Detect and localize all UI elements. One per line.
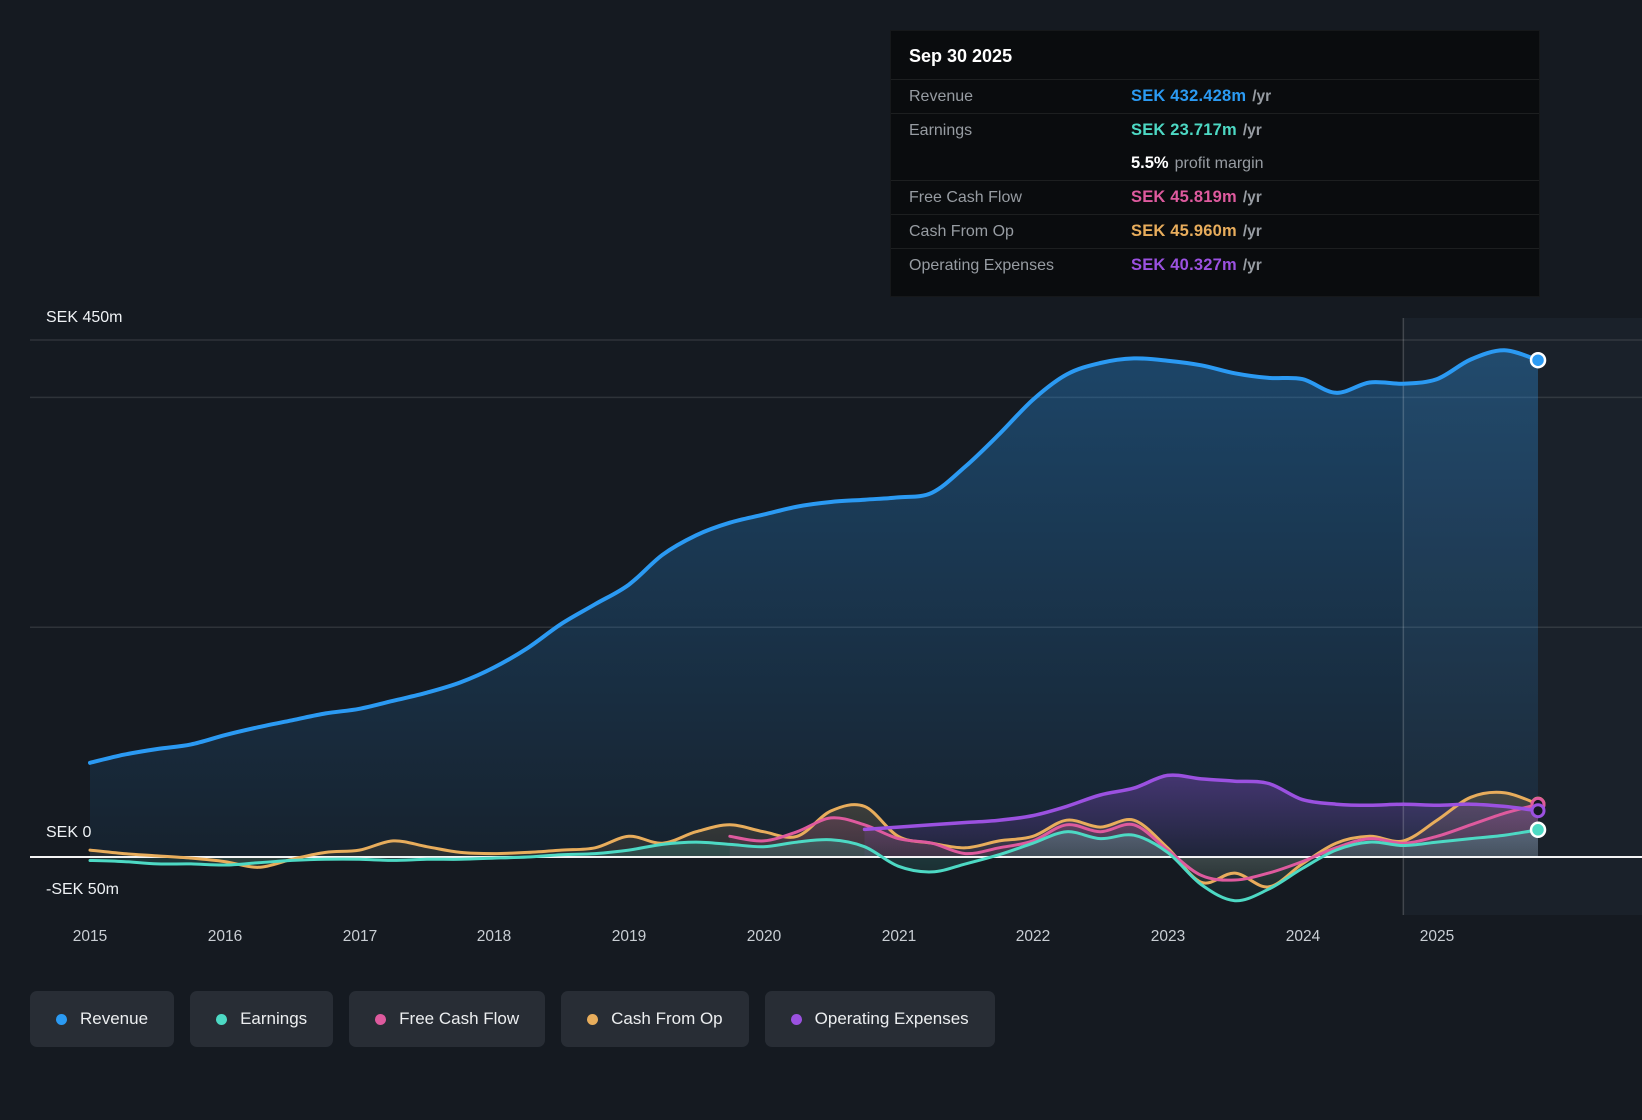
tooltip-row-operating-expenses: Operating Expenses SEK 40.327m /yr — [891, 248, 1539, 282]
profit-margin-value: 5.5% — [1131, 154, 1169, 172]
chart-tooltip: Sep 30 2025 Revenue SEK 432.428m /yr Ear… — [890, 30, 1540, 297]
x-axis-tick-2024: 2024 — [1285, 928, 1321, 945]
tooltip-row-earnings: Earnings SEK 23.717m /yr — [891, 113, 1539, 147]
legend-label-operating-expenses: Operating Expenses — [814, 1009, 969, 1028]
x-axis-tick-2025: 2025 — [1419, 928, 1455, 945]
profit-margin-text: profit margin — [1174, 154, 1264, 172]
legend-label-free-cash-flow: Free Cash Flow — [399, 1009, 520, 1028]
tooltip-value-revenue: SEK 432.428m — [1131, 87, 1247, 105]
tooltip-label-revenue: Revenue — [909, 87, 974, 105]
revenue-dot-icon — [56, 1013, 67, 1025]
tooltip-value-cash-from-op: SEK 45.960m — [1131, 222, 1237, 240]
legend-label-earnings: Earnings — [240, 1009, 308, 1028]
legend-item-operating-expenses[interactable]: Operating Expenses — [764, 991, 995, 1047]
x-axis-tick-2018: 2018 — [476, 928, 512, 945]
free-cash-flow-dot-icon — [375, 1013, 387, 1025]
tooltip-label-free-cash-flow: Free Cash Flow — [909, 188, 1022, 206]
tooltip-label-cash-from-op: Cash From Op — [909, 222, 1014, 240]
tooltip-date: Sep 30 2025 — [909, 46, 1013, 66]
cash-from-op-dot-icon — [587, 1013, 599, 1025]
tooltip-value-earnings: SEK 23.717m — [1131, 121, 1237, 139]
legend-item-earnings[interactable]: Earnings — [190, 991, 334, 1047]
x-axis-tick-2023: 2023 — [1150, 928, 1186, 945]
legend-label-cash-from-op: Cash From Op — [611, 1009, 723, 1028]
operating-expenses-dot-icon — [790, 1013, 802, 1025]
tooltip-value-operating-expenses: SEK 40.327m — [1131, 256, 1237, 274]
x-axis-tick-2015: 2015 — [72, 928, 108, 945]
y-axis-label-450m: SEK 450m — [46, 309, 123, 326]
tooltip-label-operating-expenses: Operating Expenses — [909, 256, 1054, 274]
tooltip-suffix-free-cash-flow: /yr — [1242, 188, 1262, 206]
legend-label-revenue: Revenue — [80, 1009, 149, 1028]
legend-item-revenue[interactable]: Revenue — [30, 991, 175, 1047]
x-axis-tick-2022: 2022 — [1015, 928, 1051, 945]
legend-item-cash-from-op[interactable]: Cash From Op — [561, 991, 749, 1047]
x-axis-tick-2021: 2021 — [881, 928, 917, 945]
tooltip-row-revenue: Revenue SEK 432.428m /yr — [891, 79, 1539, 113]
tooltip-row-free-cash-flow: Free Cash Flow SEK 45.819m /yr — [891, 180, 1539, 214]
chart-legend: Revenue Earnings Free Cash Flow Cash Fro… — [30, 991, 995, 1047]
legend-item-free-cash-flow[interactable]: Free Cash Flow — [349, 991, 546, 1047]
tooltip-row-profit-margin: 5.5% profit margin — [891, 147, 1539, 180]
y-axis-label-0: SEK 0 — [46, 824, 92, 841]
x-axis-tick-2019: 2019 — [611, 928, 647, 945]
tooltip-label-earnings: Earnings — [909, 121, 973, 139]
y-axis-label-neg50m: -SEK 50m — [46, 881, 119, 898]
tooltip-suffix-earnings: /yr — [1242, 121, 1262, 139]
tooltip-suffix-revenue: /yr — [1252, 87, 1272, 105]
tooltip-suffix-cash-from-op: /yr — [1242, 222, 1262, 240]
tooltip-row-cash-from-op: Cash From Op SEK 45.960m /yr — [891, 214, 1539, 248]
x-axis-tick-2020: 2020 — [746, 928, 782, 945]
tooltip-suffix-operating-expenses: /yr — [1242, 256, 1262, 274]
tooltip-value-free-cash-flow: SEK 45.819m — [1131, 188, 1237, 206]
earnings-dot-icon — [216, 1013, 228, 1025]
x-axis-tick-2017: 2017 — [342, 928, 378, 945]
x-axis-tick-2016: 2016 — [207, 928, 243, 945]
